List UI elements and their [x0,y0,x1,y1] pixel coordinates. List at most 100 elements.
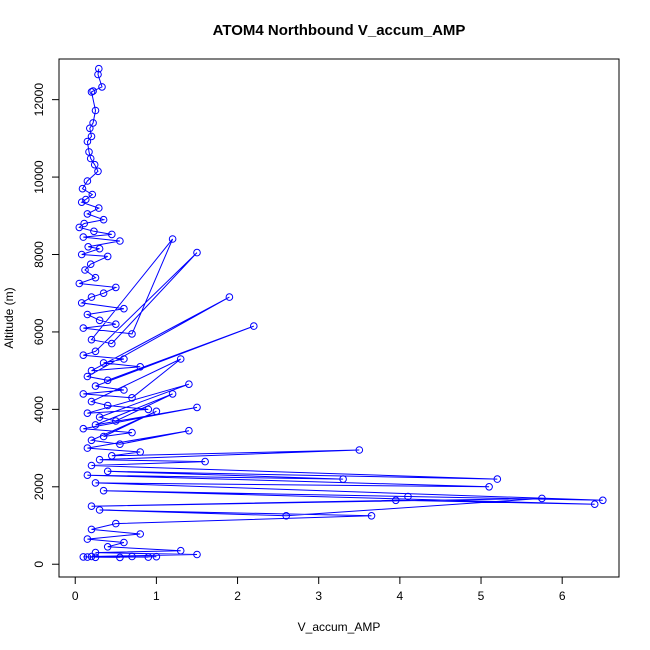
data-point [144,405,153,414]
data-point [87,335,96,344]
data-point [95,244,104,253]
data-point [95,455,104,464]
data-point [404,492,412,501]
data-point [103,376,112,385]
y-axis: 0 2000 4000 6000 8000 10000 12000 [32,83,59,568]
plot-area [75,64,607,562]
data-point [83,310,92,319]
data-point [112,519,120,528]
data-point [144,553,153,561]
data-point [99,359,108,367]
data-point [103,252,112,261]
data-point [87,525,96,534]
data-point [152,552,161,561]
data-point [94,167,102,176]
data-point [91,273,100,282]
data-point [87,436,96,445]
data-point [83,210,92,218]
data-point [103,467,112,476]
data-point [128,552,136,561]
x-tick-label: 1 [153,589,160,603]
data-point [99,289,108,298]
data-point [98,83,106,91]
data-point [103,543,112,551]
data-point [108,452,116,460]
data-point [77,299,86,307]
data-point [193,403,201,412]
data-point [79,390,88,398]
plot-frame [58,58,620,578]
data-point [95,413,104,421]
data-point [116,237,124,245]
data-point [86,154,95,163]
data-point [185,426,193,435]
y-tick-label: 10000 [32,160,46,194]
data-point [87,293,96,301]
data-point [91,553,100,562]
data-point [78,184,87,193]
data-point [225,293,234,301]
x-tick-label: 0 [72,589,79,603]
data-point [168,390,177,398]
data-point [108,339,116,348]
data-point [84,243,92,251]
data-point [79,424,88,433]
data-point [91,548,100,557]
data-point [250,322,258,330]
data-point [83,471,92,480]
data-point [99,215,108,224]
data-point [120,538,128,547]
data-point [339,475,347,483]
data-point [77,250,86,259]
data-point [485,483,493,491]
x-axis: 0 1 2 3 4 5 6 [72,577,566,603]
data-point [83,372,92,381]
x-tick-label: 3 [315,589,322,603]
data-point [538,494,546,503]
data-point [94,70,102,79]
data-point [176,546,185,555]
data-point [128,330,136,338]
data-point [87,461,96,470]
data-point [91,347,100,356]
data-point [136,448,144,456]
data-point [87,366,96,375]
data-point [176,355,185,363]
data-point [91,106,100,115]
data-point [86,124,94,133]
data-point [116,553,124,562]
data-point [95,506,104,514]
y-tick-label: 8000 [32,241,46,268]
data-point [112,320,120,329]
data-point [91,479,100,487]
data-point [87,502,96,511]
data-point [590,500,599,509]
data-point [83,409,92,418]
y-axis-label: Altitude (m) [2,287,16,348]
data-point [367,512,376,520]
data-point [83,553,92,561]
data-point [91,421,100,429]
data-point [77,198,86,206]
y-tick-label: 4000 [32,396,46,423]
data-point [95,64,103,73]
data-point [493,475,502,483]
data-point [136,530,144,538]
data-point [185,380,193,389]
data-point [120,304,128,313]
data-point [99,486,108,495]
data-point [79,324,88,332]
data-point [95,316,104,325]
data-point [79,233,88,241]
data-point [90,227,98,236]
data-point [201,457,209,466]
data-point [152,407,161,416]
data-point [80,219,88,228]
data-point [103,401,112,410]
data-point [116,440,124,449]
data-point [83,177,92,185]
data-point [89,119,97,127]
data-point [108,230,116,239]
data-point [112,283,120,292]
